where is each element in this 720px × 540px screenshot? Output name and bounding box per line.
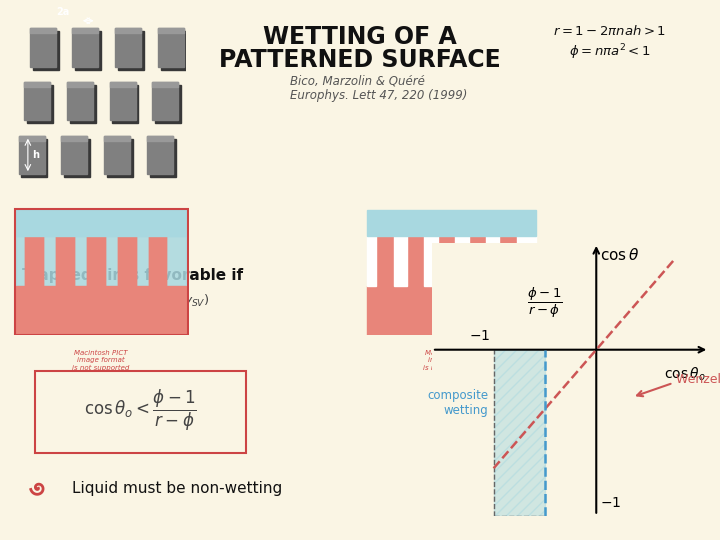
Text: Macintosh PICT
image format
is not supported: Macintosh PICT image format is not suppo… [423,350,480,370]
Bar [455,237,469,286]
Bar [394,237,407,286]
Bar [64,139,90,177]
Text: $-1$: $-1$ [469,329,490,342]
Bar [153,82,179,87]
Bar [161,31,186,70]
Bar [155,85,181,123]
Bar [30,29,55,67]
Bar [469,237,486,286]
Bar [87,237,104,286]
Bar [73,29,99,33]
Text: $(1-\phi)\gamma_{LV} < (r-\phi)(\gamma_{SL} - \gamma_{SV})$: $(1-\phi)\gamma_{LV} < (r-\phi)(\gamma_{… [22,292,210,309]
Bar [118,237,135,286]
Bar [73,29,99,67]
Bar [407,237,425,286]
Text: $r = 1 - 2\pi nah > 1$: $r = 1 - 2\pi nah > 1$ [554,24,667,38]
Bar [150,139,176,177]
Bar [17,211,186,237]
Bar [376,237,394,286]
Bar [19,136,45,140]
Bar [24,82,50,87]
Bar [27,85,53,123]
Bar [149,237,166,286]
Bar [112,85,138,123]
Text: PATTERNED SURFACE: PATTERNED SURFACE [219,48,501,72]
Text: h: h [32,150,40,160]
Bar [367,211,536,237]
Bar [19,136,45,174]
Bar [61,136,87,174]
Text: WETTING OF A: WETTING OF A [263,25,457,49]
Bar [56,237,74,286]
Bar [61,136,87,140]
Bar [70,85,96,123]
Bar [22,139,48,177]
Bar [67,82,93,120]
Bar [25,237,43,286]
Bar [517,237,536,286]
Bar [109,82,135,87]
Bar [486,237,500,286]
Bar [25,237,43,286]
Bar [367,286,536,335]
Text: $\phi\gamma_{SL} + (1-\phi)(\gamma_{LV} + \gamma_{SV}) + (r-1)\gamma_{SV}$: $\phi\gamma_{SL} + (1-\phi)(\gamma_{LV} … [420,244,641,260]
Bar [147,136,173,140]
Text: $-1$: $-1$ [600,496,621,510]
Bar [109,82,135,120]
FancyBboxPatch shape [35,371,246,453]
Bar [158,29,184,33]
Text: Macintosh PICT
image format
is not supported: Macintosh PICT image format is not suppo… [73,350,130,370]
Bar [75,31,102,70]
Bar [153,82,179,120]
Bar [104,136,130,140]
Bar [149,237,166,286]
Bar [115,29,141,67]
Text: $\phi = n\pi a^2 < 1$: $\phi = n\pi a^2 < 1$ [569,42,651,62]
Bar [56,237,74,286]
Text: Trapped air is favorable if: Trapped air is favorable if [22,268,243,283]
Bar [115,29,141,33]
Text: $\cos\theta_o < \dfrac{\phi-1}{r-\phi}$: $\cos\theta_o < \dfrac{\phi-1}{r-\phi}$ [84,387,197,433]
Bar [87,237,104,286]
Bar [32,31,58,70]
Bar [147,136,173,174]
Bar [500,237,517,286]
Bar [118,31,144,70]
Bar [118,237,135,286]
Bar [17,286,186,335]
Bar [30,29,55,33]
Bar [494,350,545,516]
Bar [24,82,50,120]
Bar [104,136,130,174]
Bar [367,237,376,286]
Text: $\cos\theta$: $\cos\theta$ [600,247,639,264]
Text: $\cos\theta_o$: $\cos\theta_o$ [665,365,706,382]
Text: 2a: 2a [57,7,70,17]
Text: Europhys. Lett 47, 220 (1999): Europhys. Lett 47, 220 (1999) [290,89,467,102]
Text: Wenzel law: Wenzel law [676,373,720,386]
Text: Bico, Marzolin & Quéré: Bico, Marzolin & Quéré [290,74,425,87]
Bar [438,237,455,286]
Bar [107,139,132,177]
Bar [17,237,186,286]
Bar [425,237,438,286]
Text: Liquid must be non-wetting: Liquid must be non-wetting [72,481,282,496]
Bar [158,29,184,67]
Bar [67,82,93,87]
Text: composite
wetting: composite wetting [428,389,488,417]
Text: $\dfrac{\phi-1}{r-\phi}$: $\dfrac{\phi-1}{r-\phi}$ [527,286,562,320]
